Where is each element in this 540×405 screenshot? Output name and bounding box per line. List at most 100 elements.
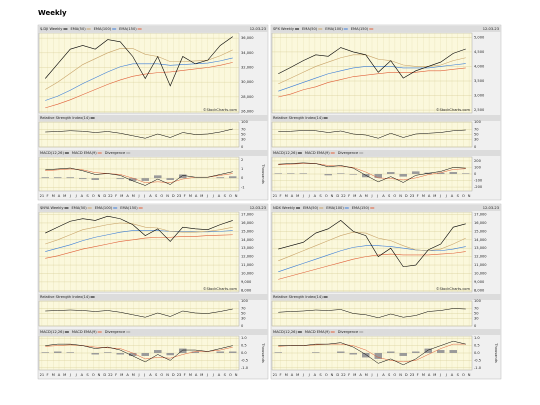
y-tick-label: 34,000 xyxy=(241,51,254,55)
x-tick-label: J xyxy=(370,194,372,198)
y-tick-label: 0 xyxy=(241,176,244,180)
x-tick-label: M xyxy=(200,373,203,377)
x-tick-label: S xyxy=(86,194,89,198)
y-tick-label: 15,000 xyxy=(241,229,254,233)
y-tick-label: 12,000 xyxy=(474,255,487,259)
divergence-bar xyxy=(216,177,224,179)
x-tick-label: M xyxy=(132,194,135,198)
y-tick-label: 32,000 xyxy=(241,65,254,69)
x-tick-label: J xyxy=(75,373,77,377)
divergence-bar xyxy=(166,178,174,180)
y-tick-label: 200 xyxy=(474,159,482,163)
x-tick-label: J xyxy=(445,373,447,377)
y-tick-label: 0 xyxy=(241,145,244,149)
divergence-bar xyxy=(179,348,187,353)
header-date: 12-03-23 xyxy=(250,27,266,31)
x-tick-label: S xyxy=(155,373,158,377)
divergence-bar xyxy=(41,177,49,179)
x-tick-label: 22 xyxy=(341,194,346,198)
panel-header xyxy=(38,294,268,300)
x-tick-label: N xyxy=(399,194,402,198)
panel-header xyxy=(38,329,268,335)
divergence-bar xyxy=(216,351,224,353)
x-tick-label: 23 xyxy=(177,194,182,198)
x-tick-label: J xyxy=(75,194,77,198)
y-tick-label: 3,500 xyxy=(474,79,485,83)
x-tick-label: A xyxy=(382,373,385,377)
legend-label: MACD EMA(9) xyxy=(305,330,330,334)
legend-label: EMA(100) xyxy=(95,206,113,210)
x-tick-label: N xyxy=(468,194,471,198)
x-tick-label: D xyxy=(336,373,339,377)
x-tick-label: A xyxy=(314,194,317,198)
x-tick-label: M xyxy=(189,194,192,198)
x-tick-label: F xyxy=(348,373,350,377)
series-line xyxy=(45,167,233,186)
y-tick-label: 1 xyxy=(241,167,243,171)
x-tick-label: J xyxy=(143,373,145,377)
series-line xyxy=(45,48,233,90)
y-tick-label: 70 xyxy=(241,128,246,132)
panel-header xyxy=(38,26,268,32)
y-tick-label: 1.0 xyxy=(241,336,247,340)
x-tick-label: J xyxy=(212,194,214,198)
watermark: ©StockCharts.com xyxy=(436,287,471,291)
x-tick-label: M xyxy=(132,373,135,377)
x-tick-label: M xyxy=(296,194,299,198)
x-tick-label: N xyxy=(98,194,101,198)
y-tick-label: 30 xyxy=(474,138,479,142)
x-tick-label: 22 xyxy=(108,373,113,377)
header-date: 12-03-23 xyxy=(483,27,499,31)
x-tick-label: O xyxy=(229,373,232,377)
divergence-bar xyxy=(424,348,432,353)
watermark: ©StockCharts.com xyxy=(203,287,238,291)
legend-label: SPX Weekly xyxy=(273,27,295,31)
y-tick-label: 100 xyxy=(241,299,249,303)
x-tick-label: 21 xyxy=(273,194,278,198)
x-tick-label: M xyxy=(285,373,288,377)
x-tick-label: J xyxy=(376,194,378,198)
x-tick-label: 21 xyxy=(273,373,278,377)
divergence-bar xyxy=(399,174,407,177)
y-tick-label: 0.0 xyxy=(241,351,247,355)
x-tick-label: M xyxy=(285,194,288,198)
series-line xyxy=(45,222,233,245)
y-tick-label: 28,000 xyxy=(241,95,254,99)
divergence-bar xyxy=(437,172,445,174)
y-tick-label: 13,000 xyxy=(474,246,487,250)
y-tick-label: 16,000 xyxy=(474,221,487,225)
x-tick-label: S xyxy=(319,194,322,198)
x-tick-label: A xyxy=(291,373,294,377)
divergence-bar xyxy=(116,353,124,355)
legend-label: MACD(12,26) xyxy=(273,330,297,334)
x-tick-label: S xyxy=(224,373,227,377)
divergence-bar xyxy=(274,352,282,353)
header-date: 12-03-23 xyxy=(250,206,266,210)
series-line xyxy=(278,129,466,139)
x-tick-label: M xyxy=(365,373,368,377)
divergence-bar xyxy=(337,173,345,174)
series-line xyxy=(278,63,466,92)
x-tick-label: F xyxy=(280,373,282,377)
divergence-bar xyxy=(337,351,345,353)
y-tick-label: 70 xyxy=(474,128,479,132)
x-tick-label: 21 xyxy=(40,194,45,198)
legend-label: MACD(12,26) xyxy=(40,330,64,334)
panel-header xyxy=(271,115,501,121)
x-tick-label: O xyxy=(393,194,396,198)
legend-label: Divergence xyxy=(338,330,359,334)
series-line xyxy=(45,344,233,360)
divergence-bar xyxy=(374,174,382,178)
x-tick-label: S xyxy=(224,194,227,198)
series-line xyxy=(278,308,466,319)
series-line xyxy=(278,67,466,98)
x-tick-label: N xyxy=(235,194,238,198)
legend-label: Divergence xyxy=(105,330,126,334)
x-tick-label: F xyxy=(417,373,419,377)
y-tick-label: 4,500 xyxy=(474,50,485,54)
x-tick-label: D xyxy=(103,373,106,377)
y-tick-label: 9,000 xyxy=(241,280,252,284)
y-tick-label: 17,000 xyxy=(241,213,254,217)
divergence-bar xyxy=(362,353,370,358)
